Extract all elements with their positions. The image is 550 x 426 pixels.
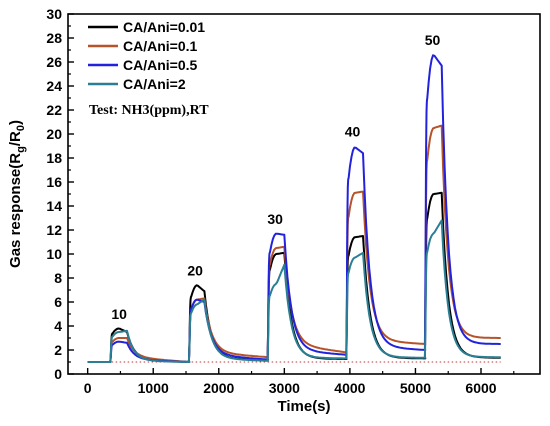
legend-label-1: CA/Ani=0.01 bbox=[123, 19, 205, 35]
y-axis-title-mid: /R bbox=[7, 131, 24, 146]
x-tick-label: 0 bbox=[84, 380, 92, 396]
concentration-label-50: 50 bbox=[425, 32, 441, 48]
x-tick-label: 6000 bbox=[465, 380, 496, 396]
x-tick-label: 1000 bbox=[138, 380, 169, 396]
series-line-3 bbox=[87, 54, 501, 363]
y-axis-title: Gas response(Rg/R0) bbox=[7, 120, 27, 268]
concentration-label-10: 10 bbox=[111, 306, 127, 322]
concentration-label-20: 20 bbox=[187, 263, 203, 279]
y-tick-label: 14 bbox=[46, 198, 62, 214]
y-axis-title-sub: g bbox=[15, 146, 27, 153]
y-tick-label: 28 bbox=[46, 30, 62, 46]
x-axis-title: Time(s) bbox=[277, 398, 330, 415]
series-line-4 bbox=[87, 219, 501, 363]
x-tick-label: 5000 bbox=[400, 380, 431, 396]
y-tick-label: 20 bbox=[46, 126, 62, 142]
test-condition-note: Test: NH3(ppm),RT bbox=[89, 103, 209, 118]
legend-label-2: CA/Ani=0.1 bbox=[123, 38, 198, 54]
y-tick-label: 10 bbox=[46, 246, 62, 262]
y-tick-label: 22 bbox=[46, 102, 62, 118]
y-tick-label: 6 bbox=[54, 294, 62, 310]
y-tick-label: 16 bbox=[46, 174, 62, 190]
legend-label-3: CA/Ani=0.5 bbox=[123, 57, 198, 73]
y-axis-title-sub2: 0 bbox=[15, 125, 27, 131]
y-tick-label: 4 bbox=[54, 318, 62, 334]
y-tick-label: 18 bbox=[46, 150, 62, 166]
x-tick-label: 4000 bbox=[334, 380, 365, 396]
x-tick-label: 2000 bbox=[203, 380, 234, 396]
x-tick-label: 3000 bbox=[269, 380, 300, 396]
y-axis-title-end: ) bbox=[7, 120, 24, 125]
y-tick-label: 2 bbox=[54, 342, 62, 358]
y-tick-label: 0 bbox=[54, 366, 62, 382]
concentration-label-40: 40 bbox=[345, 123, 361, 139]
legend-label-4: CA/Ani=2 bbox=[123, 76, 186, 92]
y-tick-label: 30 bbox=[46, 6, 62, 22]
y-tick-label: 24 bbox=[46, 78, 62, 94]
concentration-label-30: 30 bbox=[267, 211, 283, 227]
y-tick-label: 26 bbox=[46, 54, 62, 70]
y-axis-title-main: Gas response(R bbox=[7, 153, 24, 268]
y-tick-label: 8 bbox=[54, 270, 62, 286]
y-tick-label: 12 bbox=[46, 222, 62, 238]
